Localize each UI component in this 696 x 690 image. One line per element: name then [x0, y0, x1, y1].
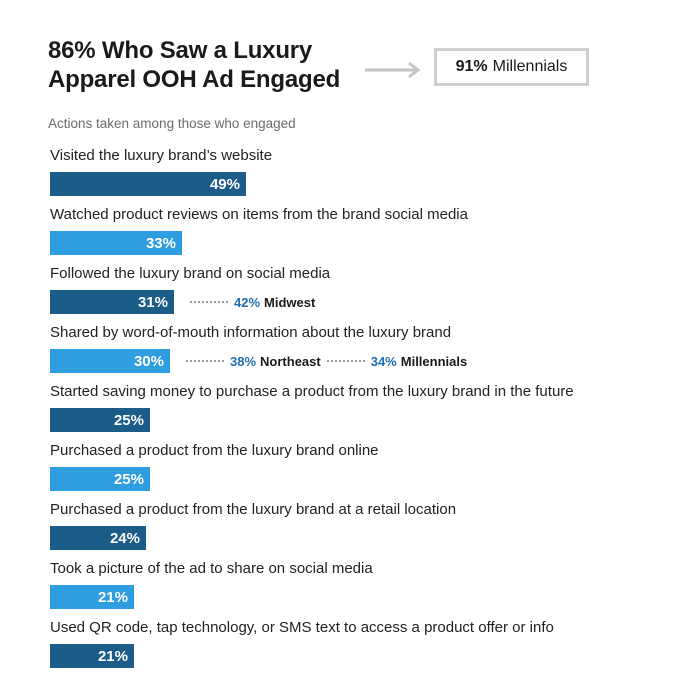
- bar-value-label: 24%: [109, 529, 140, 547]
- dotted-leader: [186, 360, 224, 362]
- annotation-label: Midwest: [264, 294, 316, 310]
- callout-label: Millennials: [492, 58, 568, 75]
- bar-row: Followed the luxury brand on social medi…: [48, 264, 688, 323]
- category-label: Watched product reviews on items from th…: [50, 206, 468, 223]
- bar: 30%: [50, 349, 170, 373]
- bar-value-label: 33%: [145, 234, 176, 252]
- bar-chart: Visited the luxury brand’s website 49% Wat…: [48, 146, 688, 677]
- bar: 24%: [50, 526, 146, 550]
- category-label: Shared by word-of-mouth information abou…: [50, 324, 452, 341]
- title-percent: 86%: [48, 37, 96, 64]
- bar-value-label: 21%: [97, 647, 128, 665]
- bar-row: Took a picture of the ad to share on soc…: [48, 559, 688, 618]
- bar-row: Visited the luxury brand’s website 49%: [48, 146, 688, 205]
- bar-value-label: 25%: [113, 411, 144, 429]
- bar-row: Shared by word-of-mouth information abou…: [48, 323, 688, 382]
- bar: 33%: [50, 231, 182, 255]
- bar-row: Purchased a product from the luxury bran…: [48, 441, 688, 500]
- bar-value-label: 31%: [137, 293, 168, 311]
- annotation-group: 38% Northeast 34% Millennials: [186, 349, 473, 373]
- bar-value-label: 30%: [133, 352, 164, 370]
- category-label: Purchased a product from the luxury bran…: [50, 501, 457, 518]
- bar-value-label: 21%: [97, 588, 128, 606]
- bar-row: Purchased a product from the luxury bran…: [48, 500, 688, 559]
- bar: 31%: [50, 290, 174, 314]
- bar-value-label: 49%: [209, 175, 240, 193]
- category-label: Took a picture of the ad to share on soc…: [50, 560, 373, 577]
- bar: 25%: [50, 467, 150, 491]
- title-text: Who Saw a Luxury Apparel OOH Ad Engaged: [48, 37, 341, 93]
- bar: 25%: [50, 408, 150, 432]
- category-label: Followed the luxury brand on social medi…: [50, 265, 331, 282]
- annotation-value: 34%: [370, 353, 397, 369]
- annotation: 34% Millennials: [326, 353, 468, 369]
- category-label: Purchased a product from the luxury bran…: [50, 442, 379, 459]
- chart-subtitle: Actions taken among those who engaged: [48, 116, 296, 131]
- bar: 21%: [50, 644, 134, 668]
- annotation: 38% Northeast: [186, 354, 321, 369]
- dotted-leader: [190, 301, 228, 303]
- bar: 21%: [50, 585, 134, 609]
- annotation-value: 38%: [230, 353, 257, 369]
- arrow-right-icon: [365, 61, 421, 79]
- annotation: 42% Midwest: [190, 295, 315, 310]
- millennials-callout: 91% Millennials: [434, 48, 589, 86]
- bar-row: Watched product reviews on items from th…: [48, 205, 688, 264]
- dotted-leader: [326, 360, 365, 362]
- annotation-value: 42%: [234, 294, 261, 310]
- category-label: Started saving money to purchase a produ…: [50, 383, 574, 400]
- callout-value: 91%: [455, 58, 488, 75]
- annotation-label: Millennials: [400, 353, 468, 369]
- bar-value-label: 25%: [113, 470, 144, 488]
- bar-row: Used QR code, tap technology, or SMS tex…: [48, 618, 688, 677]
- chart-title: 86% Who Saw a Luxury Apparel OOH Ad Enga…: [48, 36, 368, 94]
- annotation-label: Northeast: [260, 353, 321, 369]
- category-label: Used QR code, tap technology, or SMS tex…: [50, 619, 554, 636]
- bar: 49%: [50, 172, 246, 196]
- bar-row: Started saving money to purchase a produ…: [48, 382, 688, 441]
- annotation-group: 42% Midwest: [190, 290, 321, 314]
- category-label: Visited the luxury brand’s website: [50, 147, 273, 164]
